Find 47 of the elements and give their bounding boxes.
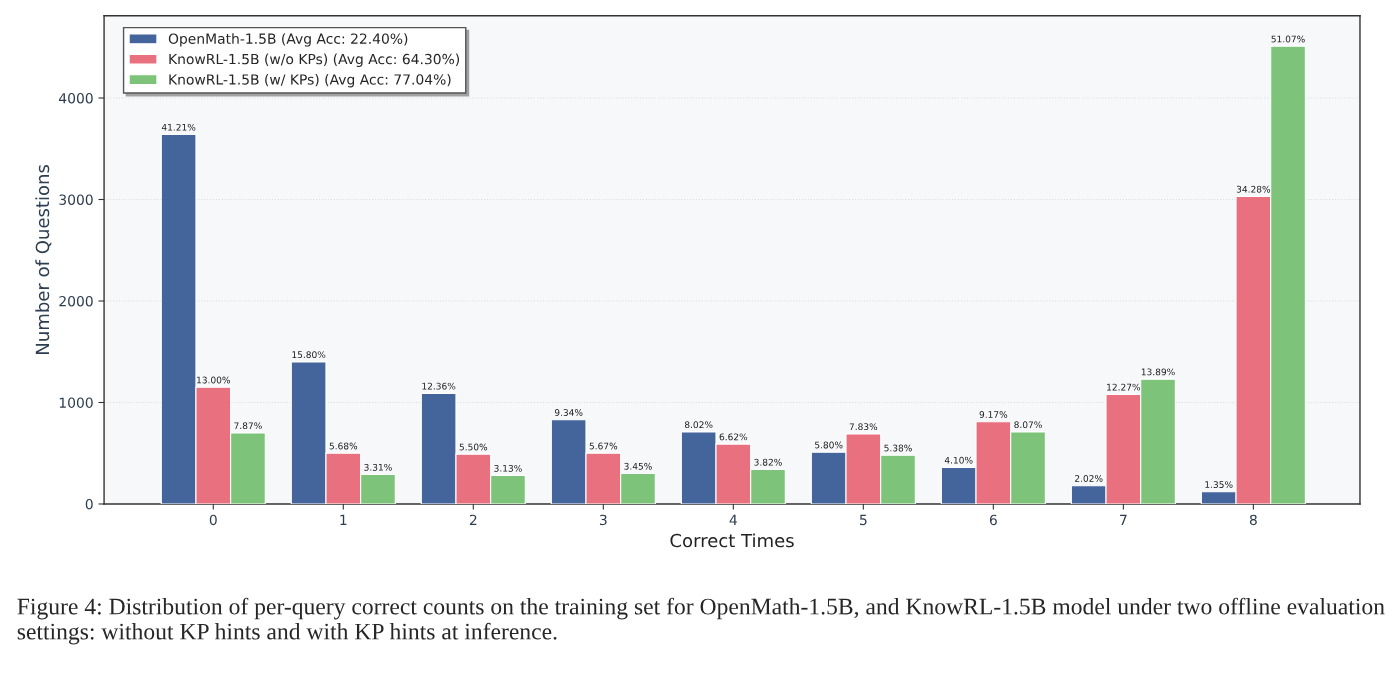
annotation: 4.10% [944,456,973,464]
annotation: 5.80% [815,441,843,449]
x-tick-label: 7 [1120,514,1127,525]
annotation: 3.45% [624,462,652,470]
annotation: 41.21% [161,123,196,131]
annotation: 13.00% [197,376,230,384]
annotation: 8.02% [684,421,713,429]
annotation: 5.50% [459,443,488,451]
annotation: 2.02% [1075,475,1103,482]
annotation: 3.82% [754,458,782,466]
annotation: 5.68% [329,442,358,450]
x-tick-label: 6 [989,514,997,526]
y-tick-label: 0 [85,498,93,510]
annotation: 5.38% [884,444,912,452]
annotation: 51.07% [1271,35,1305,43]
annotation: 3.31% [364,463,392,471]
annotation: 13.89% [1141,368,1175,376]
annotation: 6.62% [719,433,748,441]
legend-label: KnowRL-1.5B (w/ KPs) (Avg Acc: 77.04%) [169,73,451,88]
caption: Figure 4: Distribution of per-query correct counts on the training set for OpenMath-1.5B, and KnowRL-1.5B model under two offline evaluation settings: without KP hints and with KP hints at inference. [17,597,1385,645]
annotation: 5.67% [589,442,618,450]
annotation: 15.80% [292,351,326,359]
annotation: 8.07% [1014,421,1042,429]
annotation: 34.28% [1236,185,1271,193]
legend-label: OpenMath-1.5B (Avg Acc: 22.40%) [168,33,408,47]
x-tick-label: 0 [209,514,217,526]
x-axis-title: Correct Times [670,533,794,548]
y-tick-label: 3000 [59,194,93,205]
legend-label: KnowRL-1.5B (w/o KPs) (Avg Acc: 64.30%) [169,53,460,68]
x-tick-label: 2 [469,514,477,525]
annotation: 9.34% [554,409,583,416]
y-axis-title: Number of Questions [35,164,52,354]
annotation: 7.87% [234,422,262,430]
x-tick-label: 8 [1249,514,1257,526]
y-tick-label: 1000 [59,397,93,408]
annotation: 3.13% [494,464,522,472]
y-tick-label: 4000 [58,92,93,104]
annotation: 7.83% [849,423,878,431]
x-tick-label: 4 [729,514,737,525]
annotation: 12.27% [1107,383,1141,391]
x-tick-label: 3 [599,514,607,526]
annotation: 1.35% [1205,481,1233,488]
y-tick-label: 2000 [59,295,93,307]
x-tick-label: 1 [340,514,347,525]
annotation: 9.17% [979,411,1008,418]
x-tick-label: 5 [859,514,867,526]
annotation: 12.36% [422,382,456,390]
